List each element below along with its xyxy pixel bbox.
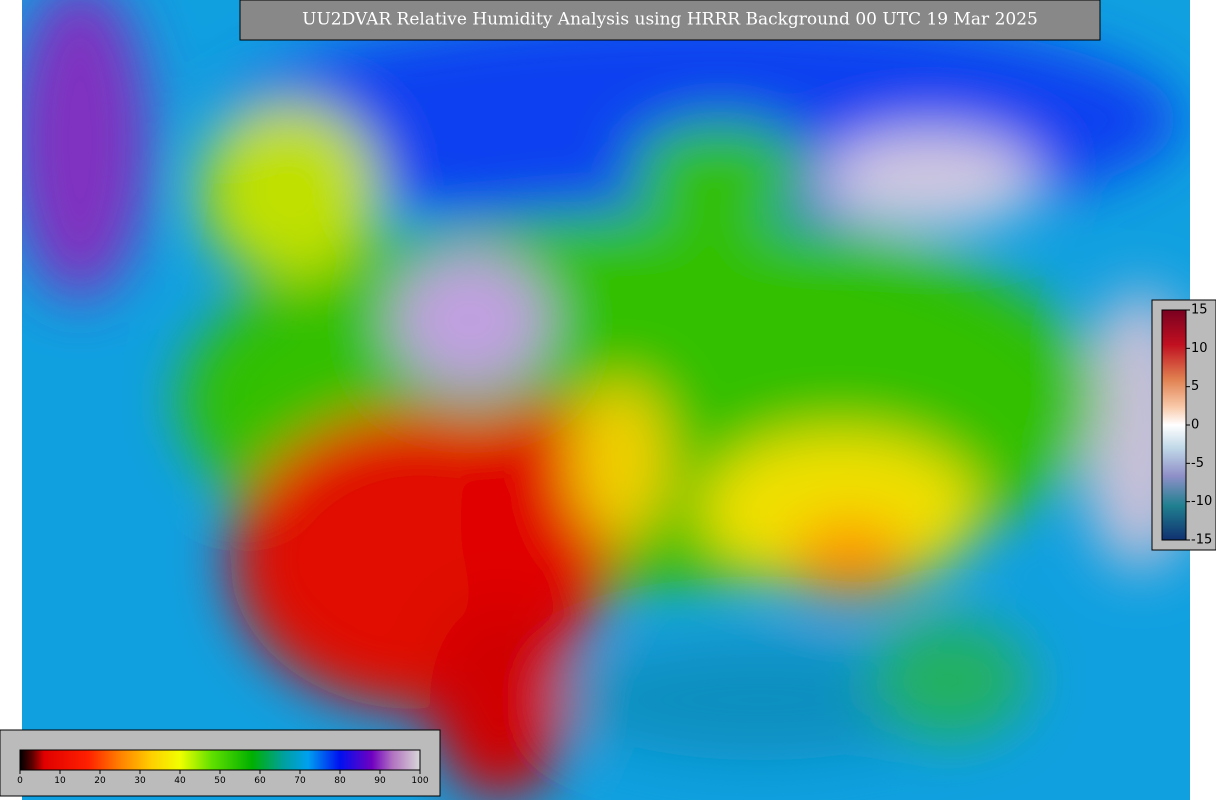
colorbar-tick-label: 100 <box>411 776 428 786</box>
colorbar-tick-label: 90 <box>374 776 386 786</box>
colorbar-tick-label: 60 <box>254 776 266 786</box>
colorbar-tick-label: 15 <box>1191 303 1208 318</box>
map-title: UU2DVAR Relative Humidity Analysis using… <box>302 10 1038 30</box>
increment-colorbar <box>1161 309 1187 541</box>
colorbar-tick-label: 30 <box>134 776 146 786</box>
colorbar-tick-label: 0 <box>1191 418 1199 433</box>
colorbar-tick-label: 20 <box>94 776 106 786</box>
colorbar-tick-label: 10 <box>54 776 66 786</box>
colorbar-tick-label: -15 <box>1191 533 1212 548</box>
colorbar-tick-label: 0 <box>17 776 23 786</box>
colorbar-tick-label: -10 <box>1191 494 1212 509</box>
colorbar-tick-label: 70 <box>294 776 306 786</box>
colorbar-tick-label: 5 <box>1191 379 1199 394</box>
colorbar-tick-label: -5 <box>1191 456 1204 471</box>
colorbar-tick-label: 50 <box>214 776 226 786</box>
humidity-map <box>22 0 1190 800</box>
colorbar-tick-label: 80 <box>334 776 346 786</box>
colorbar-tick-label: 10 <box>1191 341 1208 356</box>
title-box <box>239 0 1101 41</box>
humidity-colorbar <box>19 749 421 771</box>
colorbar-tick-label: 40 <box>174 776 186 786</box>
